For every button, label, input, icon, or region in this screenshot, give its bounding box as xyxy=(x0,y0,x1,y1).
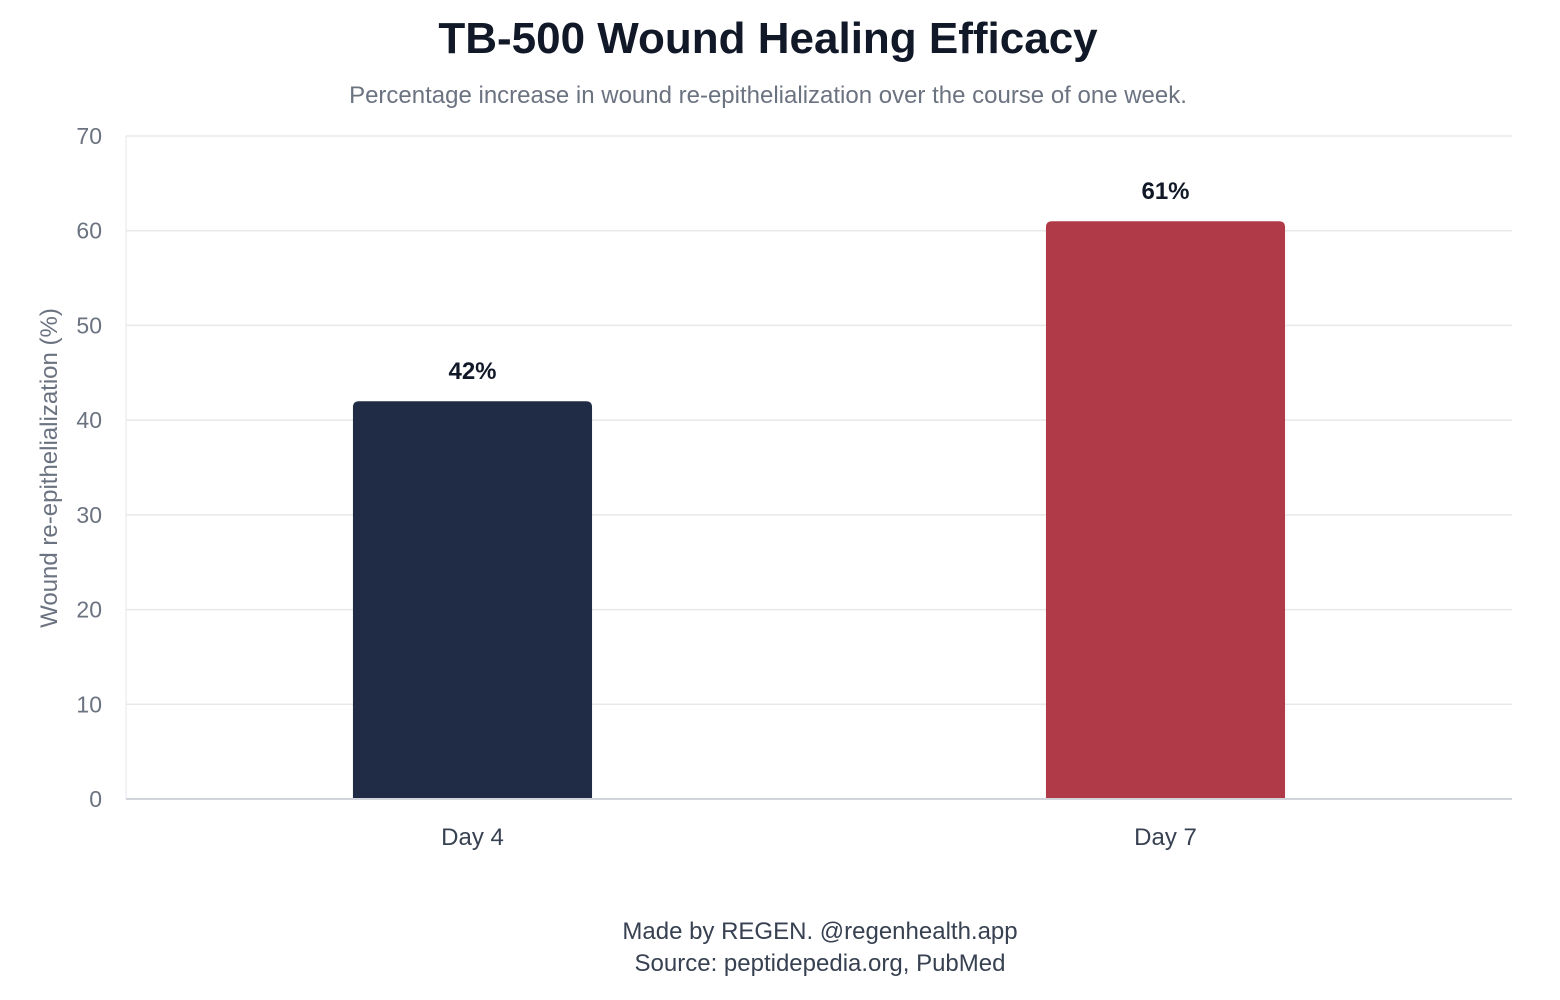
x-tick-label: Day 4 xyxy=(441,824,504,851)
bar-day-7 xyxy=(1045,221,1286,799)
y-tick-label: 10 xyxy=(76,691,102,717)
y-tick-label: 60 xyxy=(76,218,102,244)
x-tick-label: Day 7 xyxy=(1134,824,1197,851)
chart-subtitle: Percentage increase in wound re-epitheli… xyxy=(349,82,1187,109)
data-label: 42% xyxy=(448,358,496,385)
bar-day-4 xyxy=(352,401,593,799)
chart-title: TB-500 Wound Healing Efficacy xyxy=(438,14,1098,63)
y-tick-label: 40 xyxy=(76,407,102,433)
footer-source: Source: peptidepedia.org, PubMed xyxy=(634,950,1006,977)
y-tick-label: 70 xyxy=(76,123,102,149)
footer-made-by: Made by REGEN. @regenhealth.app xyxy=(622,918,1018,945)
gridlines xyxy=(126,135,1512,706)
bars xyxy=(352,221,1286,799)
y-tick-label: 50 xyxy=(76,312,102,338)
data-labels: 42% 61% xyxy=(448,178,1189,385)
y-tick-label: 0 xyxy=(89,786,102,812)
y-axis-ticks: 0 10 20 30 40 50 60 70 xyxy=(76,123,102,812)
y-axis-title: Wound re-epithelialization (%) xyxy=(36,308,63,628)
y-tick-label: 20 xyxy=(76,597,102,623)
data-label: 61% xyxy=(1141,178,1189,205)
y-tick-label: 30 xyxy=(76,502,102,528)
x-axis-categories: Day 4 Day 7 xyxy=(441,824,1197,851)
